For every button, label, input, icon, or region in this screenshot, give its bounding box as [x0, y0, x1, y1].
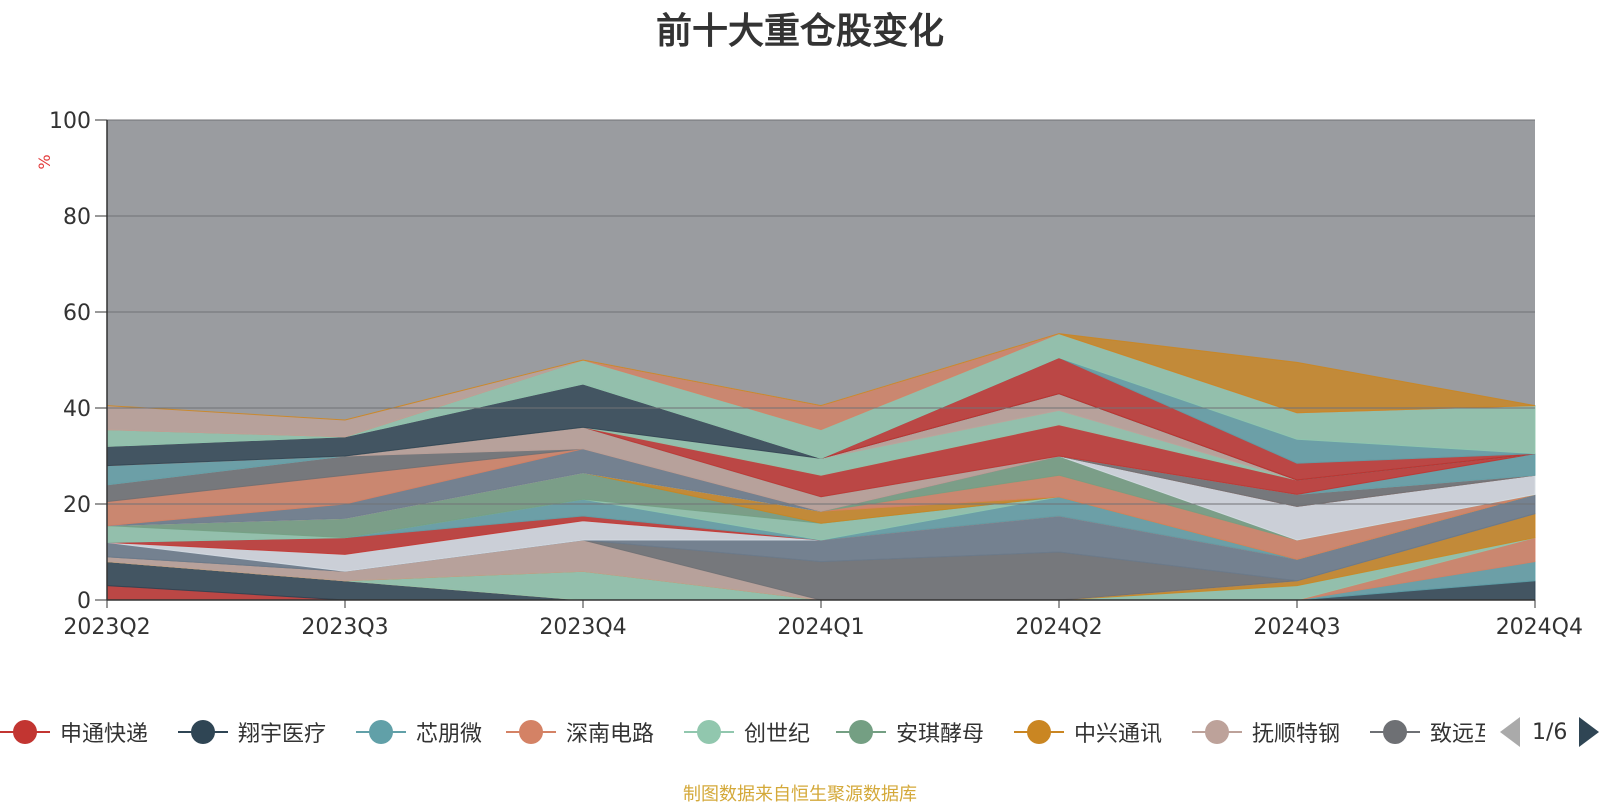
legend-item[interactable]: 芯朋微	[356, 712, 482, 752]
legend-prev-page-button[interactable]	[1500, 717, 1520, 747]
legend-label: 申通快递	[60, 722, 149, 747]
legend-marker-icon	[684, 717, 734, 747]
legend-item[interactable]: 抚顺特钢	[1192, 712, 1340, 752]
legend-label: 抚顺特钢	[1252, 722, 1341, 747]
area-series-33	[106, 333, 1536, 421]
x-tick-label: 2024Q3	[1253, 615, 1340, 640]
y-tick-label: 100	[49, 109, 91, 134]
y-tick-label: 80	[63, 205, 91, 230]
legend-marker-icon	[1192, 717, 1242, 747]
legend-next-page-button[interactable]	[1579, 717, 1600, 747]
y-axis-unit-label: %	[35, 154, 54, 169]
chart-title: 前十大重仓股变化	[655, 11, 944, 52]
x-tick-label: 2024Q1	[777, 615, 864, 640]
data-source-note: 制图数据来自恒生聚源数据库	[683, 784, 917, 805]
legend-marker-icon	[506, 717, 556, 747]
x-tick-label: 2024Q4	[1496, 615, 1583, 640]
legend-label: 中兴通讯	[1074, 722, 1163, 747]
legend-item[interactable]: 翔宇医疗	[178, 712, 326, 752]
legend-item[interactable]: 中兴通讯	[1014, 712, 1162, 752]
legend-label: 深南电路	[566, 722, 655, 747]
legend-item[interactable]: 申通快递	[0, 712, 148, 752]
legend: 申通快递 翔宇医疗 芯朋微 深南电路 创世纪 安琪酵母 中兴通讯 抚顺特钢 致远互联	[0, 712, 1600, 752]
legend-label: 创世纪	[744, 722, 811, 747]
legend-pager: 1/6	[1500, 712, 1600, 752]
legend-item[interactable]: 创世纪	[684, 712, 810, 752]
y-tick-label: 0	[77, 589, 91, 614]
legend-page-indicator: 1/6	[1532, 719, 1568, 745]
x-tick-label: 2023Q2	[63, 615, 150, 640]
legend-label: 翔宇医疗	[238, 722, 327, 747]
legend-item[interactable]: 安琪酵母	[836, 712, 984, 752]
x-tick-label: 2024Q2	[1015, 615, 1102, 640]
y-tick-label: 60	[63, 301, 91, 326]
legend-label: 致远互联	[1430, 722, 1485, 747]
legend-marker-icon	[1370, 717, 1420, 747]
legend-marker-icon	[0, 717, 50, 747]
legend-marker-icon	[1014, 717, 1064, 747]
legend-marker-icon	[836, 717, 886, 747]
x-tick-label: 2023Q3	[301, 615, 388, 640]
legend-items-container: 申通快递 翔宇医疗 芯朋微 深南电路 创世纪 安琪酵母 中兴通讯 抚顺特钢 致远互联	[0, 712, 1485, 752]
y-tick-label: 20	[63, 493, 91, 518]
x-tick-label: 2023Q4	[539, 615, 626, 640]
legend-item[interactable]: 致远互联	[1370, 712, 1485, 752]
legend-item[interactable]: 深南电路	[506, 712, 654, 752]
legend-label: 安琪酵母	[896, 722, 985, 747]
legend-label: 芯朋微	[416, 722, 483, 747]
legend-marker-icon	[178, 717, 228, 747]
y-tick-label: 40	[63, 397, 91, 422]
stacked-area-chart: 0 20 40 60 80 100 2023Q2 2023Q3 2023Q4 2024Q1 202…	[35, 109, 1583, 640]
legend-marker-icon	[356, 717, 406, 747]
